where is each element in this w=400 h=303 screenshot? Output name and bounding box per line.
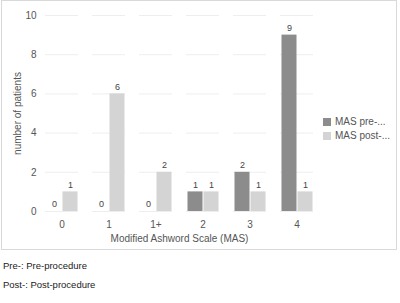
svg-text:4: 4 <box>31 127 37 138</box>
svg-text:6: 6 <box>31 88 37 99</box>
svg-text:6: 6 <box>115 82 120 92</box>
svg-text:2: 2 <box>200 219 206 230</box>
svg-text:1: 1 <box>209 180 214 190</box>
svg-text:0: 0 <box>146 199 151 209</box>
svg-text:10: 10 <box>25 10 37 21</box>
svg-text:0: 0 <box>31 206 37 217</box>
svg-text:0: 0 <box>59 219 65 230</box>
svg-text:1: 1 <box>193 180 198 190</box>
svg-text:0: 0 <box>99 199 104 209</box>
svg-text:3: 3 <box>247 219 253 230</box>
svg-text:2: 2 <box>31 167 37 178</box>
svg-text:1: 1 <box>303 180 308 190</box>
html-text:Post-: Post-procedure: Post-: Post-procedure <box>3 279 96 290</box>
svg-text:1: 1 <box>68 180 73 190</box>
html-text:MAS post-...: MAS post-... <box>335 130 390 141</box>
svg-text:1+: 1+ <box>150 219 162 230</box>
svg-text:9: 9 <box>287 23 292 33</box>
svg-text:2: 2 <box>162 160 167 170</box>
html-text:Pre-: Pre-procedure: Pre-: Pre-procedure <box>3 260 87 271</box>
svg-text:2: 2 <box>240 160 245 170</box>
svg-text:number of patients: number of patients <box>12 72 23 155</box>
svg-text:Modified Ashword Scale (MAS): Modified Ashword Scale (MAS) <box>111 233 249 244</box>
html-text:MAS pre-...: MAS pre-... <box>335 116 386 127</box>
svg-text:1: 1 <box>256 180 261 190</box>
svg-text:4: 4 <box>294 219 300 230</box>
svg-text:8: 8 <box>31 49 37 60</box>
svg-text:0: 0 <box>52 199 57 209</box>
svg-text:1: 1 <box>106 219 112 230</box>
